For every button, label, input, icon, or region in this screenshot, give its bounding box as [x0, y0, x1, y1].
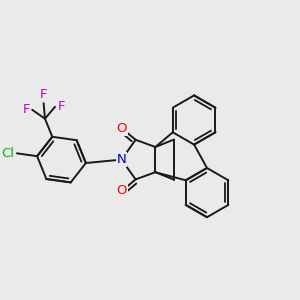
- Text: O: O: [117, 122, 127, 135]
- Text: Cl: Cl: [2, 147, 14, 160]
- Text: F: F: [57, 100, 65, 113]
- Text: O: O: [117, 184, 127, 197]
- Text: N: N: [117, 153, 126, 166]
- Text: F: F: [22, 103, 30, 116]
- Text: F: F: [40, 88, 47, 101]
